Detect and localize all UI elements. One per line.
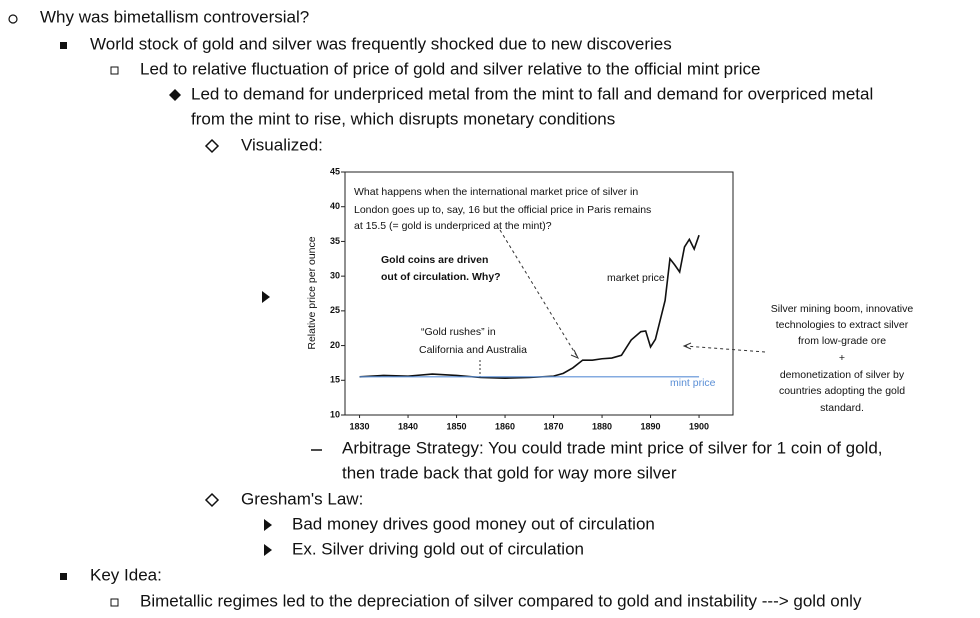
outline-text: Arbitrage Strategy: You could trade mint… [342,438,883,457]
bullet [60,573,67,580]
x-tick-label: 1890 [641,421,661,431]
annotation: out of circulation. Why? [381,271,501,283]
outline-text: World stock of gold and silver was frequ… [90,34,672,53]
annotation: California and Australia [419,344,527,356]
outline-text: Gresham's Law: [241,489,363,508]
y-tick-label: 10 [330,409,340,419]
outline-text: Ex. Silver driving gold out of circulati… [292,539,584,558]
x-tick-label: 1860 [495,421,515,431]
chart-frame [344,171,734,416]
outline-text: Visualized: [241,135,323,154]
x-tick-label: 1900 [689,421,709,431]
x-tick-label: 1830 [350,421,370,431]
x-tick-label: 1870 [544,421,564,431]
annotation: What happens when the international mark… [354,186,638,198]
y-tick-label: 35 [330,236,340,246]
bullet [110,66,119,75]
bullet [262,291,270,303]
y-tick-label: 40 [330,201,340,211]
arrow [570,349,580,359]
y-tick-label: 25 [330,305,340,315]
arrow [682,342,692,350]
annotation: London goes up to, say, 16 but the offic… [354,204,651,216]
annotation: technologies to extract silver [776,319,909,331]
annotation: Gold coins are driven [381,254,488,266]
annotation: standard. [820,402,864,414]
series-label: mint price [670,377,716,389]
bullet [8,14,18,24]
annotation: + [839,352,845,364]
bullet [264,519,272,531]
x-tick-label: 1850 [447,421,467,431]
annotation: Silver mining boom, innovative [771,303,914,315]
bullet [264,544,272,556]
outline-text: Bimetallic regimes led to the depreciati… [140,591,862,610]
annotation: demonetization of silver by [780,369,905,381]
bullet [204,138,220,154]
y-tick-label: 30 [330,271,340,281]
y-tick-label: 20 [330,340,340,350]
series-label: market price [607,272,665,284]
y-tick-label: 15 [330,375,340,385]
bullet [169,89,181,101]
y-tick-label: 45 [330,166,340,176]
annotation: from low-grade ore [798,335,886,347]
arrow [499,229,579,359]
outline-text: Led to relative fluctuation of price of … [140,59,761,78]
annotation: “Gold rushes” in [421,326,496,338]
outline-text: Led to demand for underpriced metal from… [191,84,873,103]
annotation: at 15.5 (= gold is underpriced at the mi… [354,220,552,232]
outline-text: from the mint to rise, which disrupts mo… [191,109,615,128]
y-axis-label: Relative price per ounce [306,236,318,349]
outline-text: then trade back that gold for way more s… [342,463,677,482]
arrow [684,345,766,353]
bullet [110,598,119,607]
x-tick-label: 1880 [592,421,612,431]
bullet [60,42,67,49]
outline-text: Bad money drives good money out of circu… [292,514,655,533]
x-tick-label: 1840 [398,421,418,431]
bullet [204,492,220,508]
annotation: countries adopting the gold [779,385,905,397]
outline-text: Key Idea: [90,565,162,584]
outline-text: Why was bimetallism controversial? [40,7,309,26]
